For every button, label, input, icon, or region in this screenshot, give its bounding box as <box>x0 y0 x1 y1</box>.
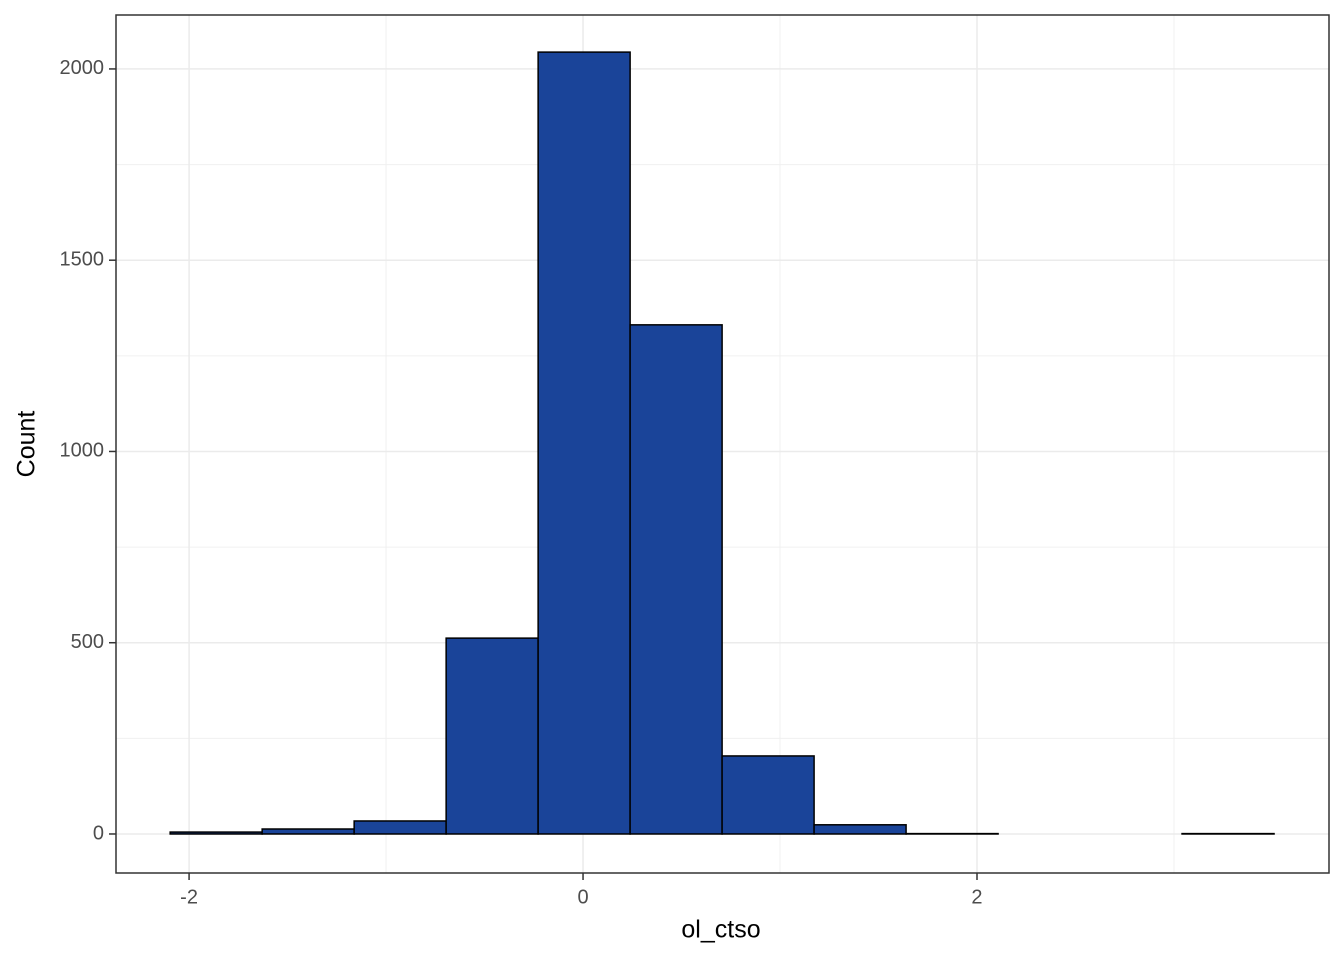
panel-border <box>115 14 1330 874</box>
bar <box>445 637 539 835</box>
bar <box>537 51 631 835</box>
y-tick-label: 1000 <box>60 440 105 462</box>
y-tick-label: 500 <box>71 631 104 653</box>
y-tick-label: 2000 <box>60 57 105 79</box>
x-tick-label: -2 <box>180 886 198 908</box>
y-tick-label: 1500 <box>60 248 105 270</box>
bar <box>629 324 723 835</box>
bar <box>261 828 355 835</box>
x-axis-title: ol_ctso <box>681 916 760 944</box>
bar <box>813 824 907 835</box>
x-tick-label: 0 <box>577 886 588 908</box>
x-tick-label: 2 <box>971 886 982 908</box>
bar <box>721 755 815 835</box>
bar <box>169 831 263 835</box>
y-axis-title: Count <box>13 411 41 478</box>
bar <box>353 820 447 835</box>
y-tick-label: 0 <box>93 822 104 844</box>
